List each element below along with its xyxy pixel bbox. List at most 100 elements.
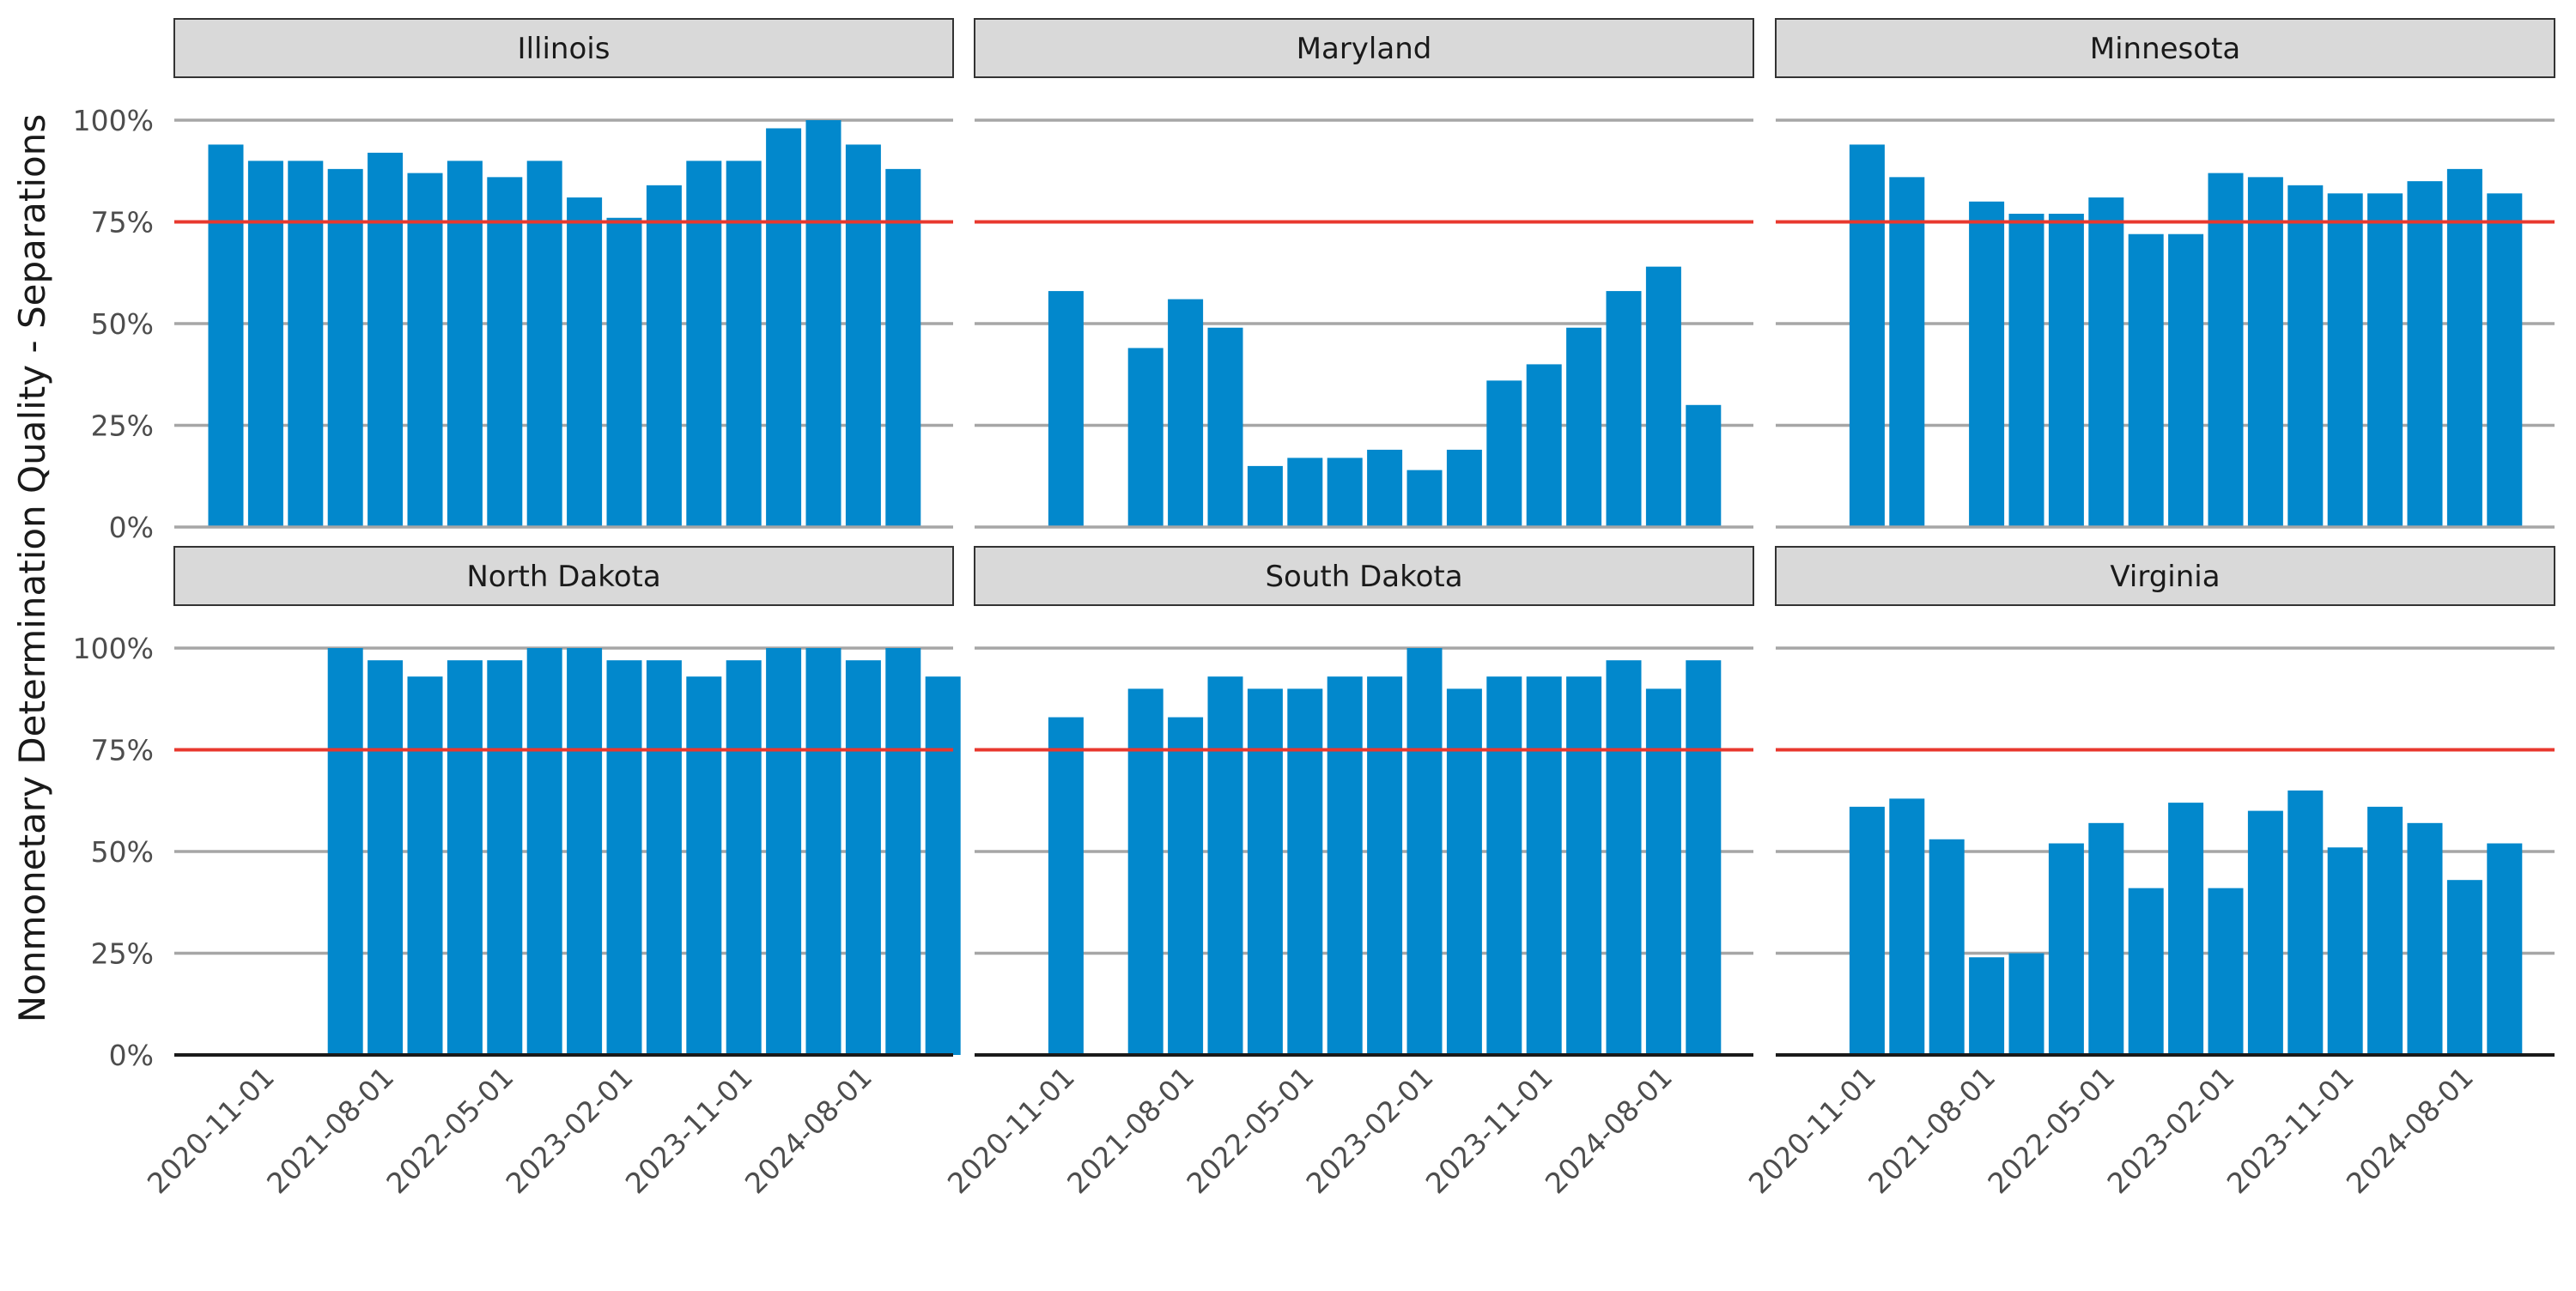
bar: [2407, 822, 2443, 1055]
bar: [1048, 291, 1084, 527]
y-tick-label: 50%: [91, 835, 154, 869]
bar: [1406, 470, 1443, 527]
y-tick-label: 75%: [91, 734, 154, 767]
bar: [845, 144, 881, 527]
bar: [2487, 843, 2523, 1055]
bar: [2247, 177, 2283, 528]
bar: [1566, 327, 1602, 527]
bar: [208, 144, 244, 527]
x-tick-label: 2024-08-01: [1539, 1060, 1679, 1200]
bar: [686, 161, 722, 527]
bar: [1127, 688, 1163, 1055]
bar: [1168, 299, 1204, 527]
bar: [1889, 177, 1925, 528]
bar: [726, 660, 762, 1055]
facet-strip: [173, 546, 954, 606]
facet-panel: North Dakota0%25%50%75%100%2020-11-01202…: [73, 546, 961, 1200]
bar: [487, 660, 523, 1055]
bar: [2048, 843, 2084, 1055]
facet-strip: [173, 18, 954, 78]
bar: [1606, 660, 1642, 1055]
bar: [327, 168, 363, 527]
bar: [1645, 688, 1681, 1055]
bar: [1127, 348, 1163, 527]
y-axis-title: Nonmonetary Determination Quality - Sepa…: [11, 114, 53, 1022]
y-tick-label: 25%: [91, 937, 154, 971]
bar: [1327, 676, 1363, 1055]
bar: [2327, 193, 2363, 527]
x-tick-label: 2021-08-01: [1060, 1060, 1200, 1200]
bar: [447, 161, 483, 527]
bar: [1168, 717, 1204, 1055]
y-tick-label: 0%: [109, 511, 154, 544]
bar: [447, 660, 483, 1055]
x-tick-label: 2021-08-01: [260, 1060, 400, 1200]
bar: [1486, 676, 1522, 1055]
bar: [1287, 458, 1323, 527]
bar: [368, 660, 404, 1055]
bar: [885, 648, 921, 1055]
y-tick-label: 100%: [73, 104, 154, 137]
facet-panel: Maryland: [974, 18, 1754, 529]
bar: [1929, 839, 1965, 1055]
bar: [1446, 688, 1482, 1055]
bar: [1606, 291, 1642, 527]
x-tick-label: 2023-02-01: [499, 1060, 639, 1200]
bar: [766, 648, 802, 1055]
bar: [1406, 648, 1443, 1055]
bar: [1526, 676, 1562, 1055]
x-tick-label: 2024-08-01: [738, 1060, 878, 1200]
facet-panel: South Dakota 2020-11-012021-08-012022-05-…: [941, 546, 1754, 1200]
x-tick-label: 2024-08-01: [2340, 1060, 2480, 1200]
bar: [327, 648, 363, 1055]
bar: [726, 161, 762, 527]
bar: [487, 177, 523, 528]
bar: [2208, 173, 2244, 527]
bar: [1048, 717, 1084, 1055]
bar: [646, 185, 682, 527]
bar: [646, 660, 682, 1055]
bar: [1566, 676, 1602, 1055]
bar: [805, 648, 841, 1055]
bar: [845, 660, 881, 1055]
bar: [2327, 847, 2363, 1055]
bar: [288, 161, 324, 527]
facet-strip-label: South Dakota: [1265, 560, 1462, 594]
bar: [526, 161, 562, 527]
bar: [1969, 957, 2005, 1055]
facet-strip: [974, 546, 1754, 606]
x-tick-label: 2021-08-01: [1862, 1060, 2002, 1200]
bar: [1327, 458, 1363, 527]
bar: [2287, 185, 2324, 527]
bar: [567, 197, 603, 527]
bar: [885, 168, 921, 527]
bar: [925, 676, 961, 1055]
x-tick-label: 2023-11-01: [2221, 1060, 2360, 1200]
bar: [2128, 233, 2164, 527]
bar: [2407, 181, 2443, 527]
y-tick-label: 50%: [91, 307, 154, 341]
facet-strip: [1775, 546, 2555, 606]
bar: [606, 217, 642, 527]
bar: [2446, 168, 2482, 527]
bar: [766, 128, 802, 528]
x-tick-label: 2023-11-01: [619, 1060, 759, 1200]
bar: [1446, 449, 1482, 527]
bar: [805, 120, 841, 527]
y-tick-label: 25%: [91, 409, 154, 443]
x-tick-label: 2023-02-01: [1299, 1060, 1439, 1200]
bar: [368, 152, 404, 528]
bar: [1849, 144, 1885, 527]
x-tick-label: 2022-05-01: [1981, 1060, 2121, 1200]
facet-strip-label: Illinois: [518, 32, 611, 66]
y-tick-label: 100%: [73, 632, 154, 665]
bar: [1207, 676, 1243, 1055]
bar: [407, 676, 443, 1055]
bar: [1526, 364, 1562, 527]
bar: [1889, 798, 1925, 1055]
facet-strip-label: Minnesota: [2090, 32, 2240, 66]
facet-strip: [1775, 18, 2555, 78]
bar: [1969, 201, 2005, 528]
bar: [1247, 688, 1283, 1055]
